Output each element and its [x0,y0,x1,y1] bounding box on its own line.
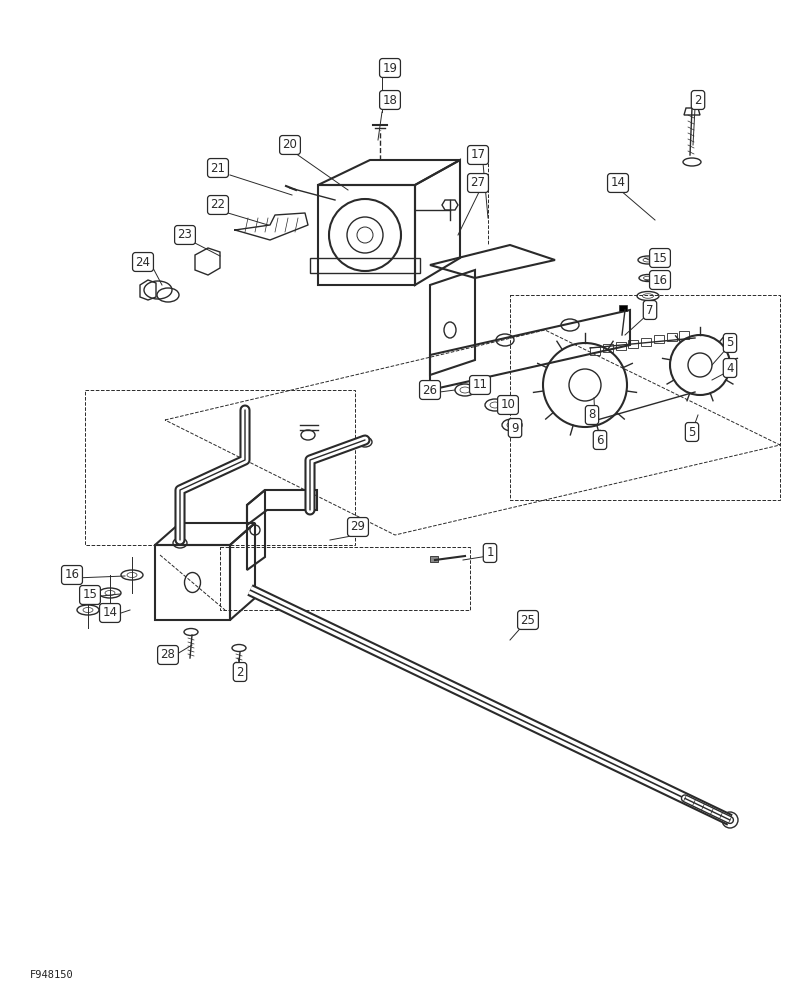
Text: 20: 20 [283,138,298,151]
Text: F948150: F948150 [30,970,74,980]
Bar [641,338,651,346]
Text: 11: 11 [473,378,488,391]
Bar [615,342,626,350]
Text: 17: 17 [470,148,485,161]
Text: 7: 7 [646,304,653,316]
Text: 14: 14 [102,606,117,619]
Text: 1: 1 [486,546,493,560]
Text: 22: 22 [211,198,226,212]
Text: 15: 15 [82,588,97,601]
Text: 5: 5 [688,426,695,438]
Text: 2: 2 [236,666,244,678]
Bar [619,305,627,311]
Bar [603,344,613,352]
Bar [680,331,690,339]
Bar [430,556,438,562]
Text: 21: 21 [211,161,226,174]
Ellipse shape [358,437,372,447]
Bar [654,335,664,343]
Text: 2: 2 [695,94,702,106]
Text: 4: 4 [726,361,733,374]
Text: 28: 28 [161,648,176,662]
Ellipse shape [173,538,187,548]
Text: 9: 9 [512,422,519,434]
Circle shape [722,812,738,828]
Text: 8: 8 [588,408,596,422]
Text: 24: 24 [135,255,150,268]
Text: 18: 18 [383,94,398,106]
Text: 26: 26 [422,383,437,396]
Text: 19: 19 [383,62,398,75]
Bar [667,333,676,341]
Text: 16: 16 [653,273,668,286]
Bar [155,545,230,620]
Text: 23: 23 [177,229,192,241]
Text: 10: 10 [501,398,516,412]
Bar [310,258,420,273]
Text: 15: 15 [653,251,668,264]
Text: 29: 29 [351,520,365,534]
Text: 27: 27 [470,176,485,190]
Bar [590,347,600,355]
Text: 14: 14 [611,176,626,190]
Text: 25: 25 [520,613,535,626]
Text: 16: 16 [64,568,79,582]
Text: 5: 5 [726,336,733,350]
Bar [628,340,638,348]
Text: 6: 6 [596,434,604,446]
